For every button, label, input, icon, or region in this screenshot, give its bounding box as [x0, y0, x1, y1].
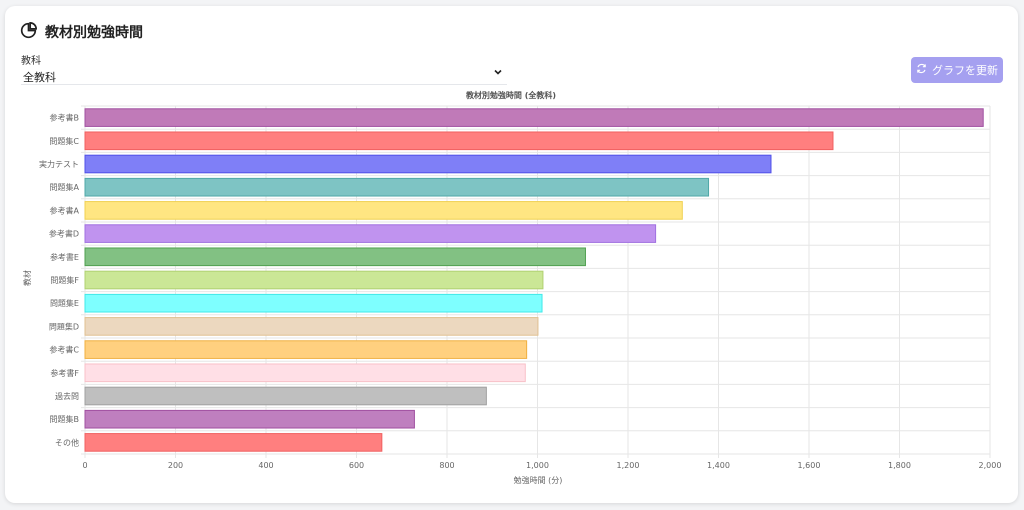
bar: [84, 154, 772, 174]
x-tick-label: 1,600: [798, 461, 821, 470]
subject-select[interactable]: 全教科: [21, 68, 507, 85]
bar: [84, 340, 528, 359]
y-tick-label: 問題集A: [50, 182, 80, 192]
y-tick-label: 問題集B: [50, 414, 80, 424]
y-tick-label: 過去問: [55, 391, 79, 401]
bar: [84, 317, 539, 336]
y-tick-label: 参考書D: [49, 229, 79, 239]
y-tick-label: 問題集C: [49, 136, 79, 146]
x-axis-label: 勉強時間 (分): [514, 475, 563, 485]
bar: [84, 386, 487, 406]
refresh-button-label: グラフを更新: [932, 64, 998, 77]
y-tick-label: 問題集F: [50, 275, 79, 285]
pie-chart-icon: [20, 21, 38, 43]
bar: [84, 293, 543, 313]
refresh-graph-button[interactable]: グラフを更新: [911, 57, 1003, 83]
bar: [84, 247, 586, 267]
y-axis-label: 教材: [22, 270, 32, 286]
x-tick-label: 600: [349, 461, 364, 470]
bar: [84, 270, 544, 290]
x-tick-label: 800: [439, 461, 454, 470]
chevron-down-icon: [493, 67, 503, 80]
x-tick-label: 2,000: [979, 461, 1002, 470]
y-tick-label: 問題集D: [49, 321, 79, 331]
bar: [84, 177, 710, 197]
bar: [84, 108, 984, 127]
page-title: 教材別勉強時間: [45, 25, 143, 41]
x-tick-label: 1,800: [888, 461, 911, 470]
y-tick-label: 参考書A: [50, 205, 80, 215]
x-tick-label: 1,400: [707, 461, 730, 470]
x-tick-label: 200: [168, 461, 183, 470]
x-tick-label: 400: [258, 461, 273, 470]
bar: [84, 363, 526, 383]
bar: [84, 433, 383, 452]
x-tick-label: 1,000: [526, 461, 549, 470]
bar: [84, 131, 834, 151]
subject-label: 教科: [21, 56, 41, 67]
y-tick-label: 参考書F: [50, 368, 79, 378]
y-tick-label: 参考書E: [50, 252, 79, 262]
bar: [84, 224, 657, 243]
y-tick-label: 参考書C: [49, 345, 79, 355]
x-tick-label: 0: [82, 461, 87, 470]
card-header: 教材別勉強時間: [20, 21, 143, 43]
subject-select-value: 全教科: [23, 71, 56, 84]
bar: [84, 201, 683, 220]
y-tick-label: その他: [55, 437, 79, 447]
x-tick-labels: 0 200 400 600 800 1,000 1,200 1,400 1,600 1,800 2,…: [82, 461, 1001, 470]
bar: [84, 409, 415, 429]
y-tick-label: 参考書B: [50, 113, 80, 123]
chart-bars: [84, 108, 984, 452]
y-tick-label: 実力テスト: [39, 159, 79, 169]
x-tick-label: 1,200: [617, 461, 640, 470]
y-tick-label: 問題集E: [50, 298, 79, 308]
chart-title: 教材別勉強時間 (全教科): [465, 90, 556, 100]
refresh-icon: [916, 63, 927, 77]
